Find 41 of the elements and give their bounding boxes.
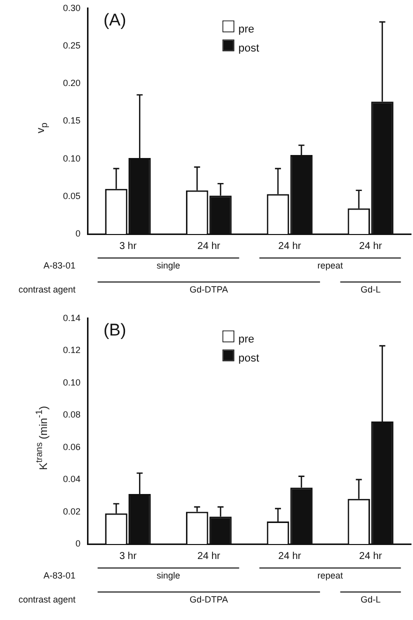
x-tick-label: 24 hr [359,240,383,252]
y-tick-label: 0 [76,228,81,238]
y-tick-label: 0 [76,538,81,548]
y-tick-label: 0.10 [62,377,81,388]
y-tick-label: 0.25 [62,40,81,50]
x-tick-label: 3 hr [119,550,138,562]
y-tick-label: 0.10 [62,153,81,164]
text: A-83-01 [43,570,76,580]
text: Gd-DTPA [190,594,228,604]
y-tick-label: 0.04 [62,474,81,484]
text: repeat [317,570,344,580]
x-tick-label: 3 hr [119,240,138,252]
y-tick-label: 0.20 [62,78,81,88]
text: Gd-L [360,594,381,604]
x-tick-label: 24 hr [359,550,383,562]
chart-title: (A) [104,10,126,30]
x-tick-label: 24 hr [197,240,221,252]
legend-label: pre [238,333,254,346]
y-tick-label: 0.30 [62,2,81,13]
text: Gd-L [360,284,381,294]
y-tick-label: 0.02 [62,506,81,516]
text: contrast agent [18,284,76,294]
y-tick-label: 0.15 [62,116,81,126]
legend-label: pre [238,23,254,36]
text: single [156,260,180,270]
text: contrast agent [18,594,76,604]
y-tick-label: 0.08 [62,410,81,420]
y-tick-label: 0.06 [62,442,81,452]
text: A-83-01 [43,260,76,270]
legend-label: post [238,352,260,364]
legend-label: post [238,42,260,54]
y-tick-label: 0.05 [62,190,81,201]
x-tick-label: 24 hr [278,550,302,562]
x-tick-label: 24 hr [278,240,302,252]
text: single [156,570,180,580]
y-tick-label: 0.14 [62,312,81,323]
text: Gd-DTPA [190,284,228,294]
x-tick-label: 24 hr [197,550,221,562]
y-tick-label: 0.12 [62,345,81,356]
chart-title: (B) [104,320,126,340]
text: repeat [317,260,344,270]
